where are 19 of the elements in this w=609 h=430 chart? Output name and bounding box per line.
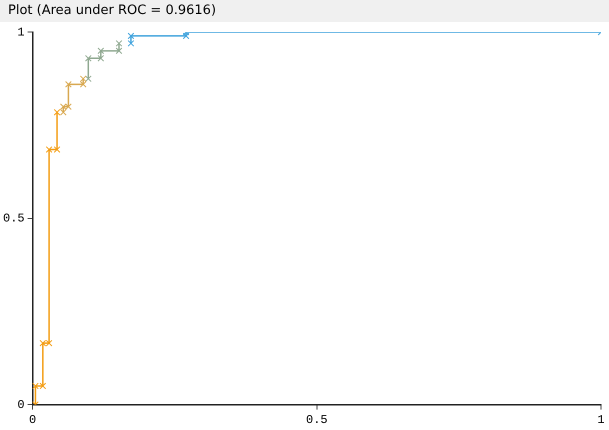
- x-tick-label: 0.5: [306, 412, 328, 427]
- point: [54, 108, 60, 116]
- point: [40, 382, 46, 390]
- point: [84, 54, 92, 62]
- point: [65, 81, 72, 88]
- chart-title: Plot (Area under ROC = 0.9616): [0, 0, 609, 22]
- y-tick-label: 0.5: [2, 212, 25, 226]
- point: [182, 32, 190, 40]
- point: [65, 103, 72, 110]
- point: [84, 75, 92, 82]
- point: [32, 382, 39, 390]
- point: [46, 146, 52, 153]
- x-tick-label: 1: [597, 412, 605, 427]
- x-tick-label: 0: [29, 412, 36, 427]
- point: [46, 340, 52, 346]
- y-tick-label: 0: [17, 398, 25, 412]
- point: [54, 146, 60, 153]
- y-tick-label: 1: [17, 25, 25, 40]
- point: [40, 340, 46, 346]
